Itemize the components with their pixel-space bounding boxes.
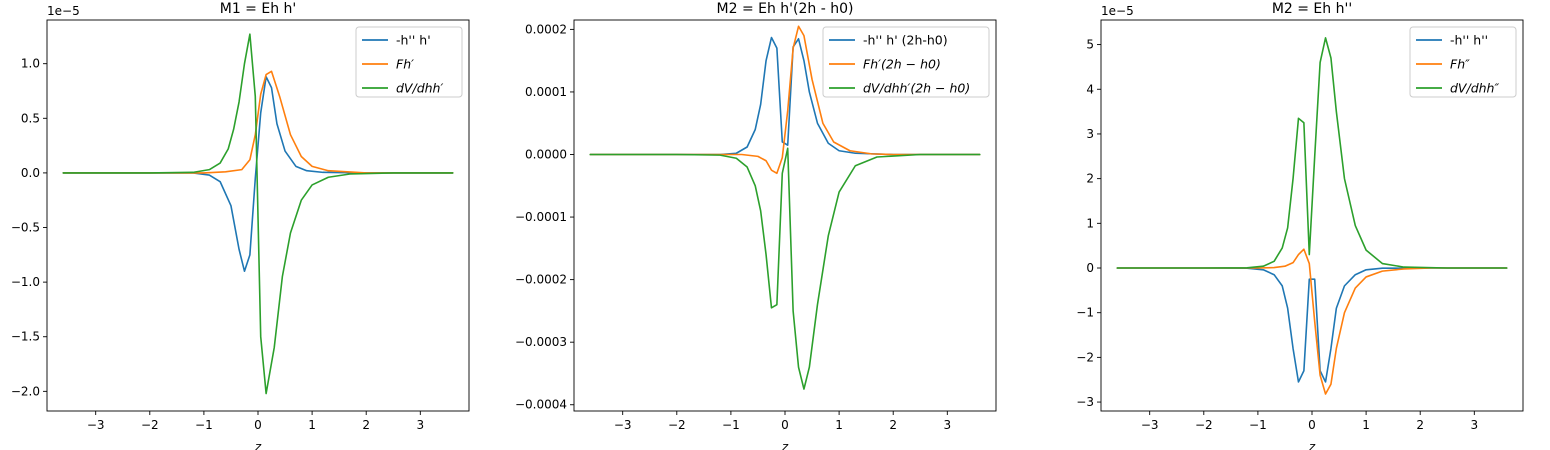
x-tick-label: −1: [722, 418, 740, 432]
x-tick-label: 0: [781, 418, 789, 432]
series-line-1: [62, 75, 454, 273]
subplot-1: −3 −2 −1 0 1 2 3 −2.0 −1.5 −1.0 −0.5 0.0 0.5 1.0 M1 = …: [11, 1, 470, 450]
y-tick-label: 0: [1086, 261, 1094, 275]
y-tick-label: 0.0002: [525, 22, 567, 36]
x-tick-label: −2: [141, 418, 159, 432]
x-tick-label: −2: [1195, 418, 1213, 432]
y-tick-label: 3: [1086, 127, 1094, 141]
legend: -h'' h' (2h-h0) Fh′(2h − h0) dV/dhh′(2h − …: [822, 26, 990, 98]
x-tick-label: 3: [1470, 418, 1478, 432]
x-tick-label: 2: [889, 418, 897, 432]
y-tick-label: −2: [1076, 350, 1094, 364]
x-axis: −3 −2 −1 0 1 2 3: [614, 411, 951, 432]
legend: -h'' h'' Fh″ dV/dhh″: [1409, 26, 1517, 98]
x-axis: −3 −2 −1 0 1 2 3: [87, 411, 424, 432]
x-tick-label: 0: [254, 418, 262, 432]
y-tick-label: 0.0000: [525, 148, 567, 162]
y-axis: −0.0004 −0.0003 −0.0002 −0.0001 0.0000 0.0001…: [515, 22, 574, 412]
x-tick-label: −1: [1249, 418, 1267, 432]
x-tick-label: 1: [1362, 418, 1370, 432]
y-tick-label: −0.0004: [515, 398, 567, 412]
x-tick-label: 2: [362, 418, 370, 432]
subplot-3: −3 −2 −1 0 1 2 3 −3 −2 −1 0 1 2 3 4 5 M2 = Eh h'' z 1e−5 -h…: [1076, 1, 1524, 450]
legend-box: [822, 26, 990, 98]
y-tick-label: 0.0001: [525, 85, 567, 99]
y-tick-label: 0.5: [21, 111, 40, 125]
chart-title: M2 = Eh h'(2h - h0): [717, 1, 854, 17]
x-tick-label: 0: [1308, 418, 1316, 432]
y-offset-label: 1e−5: [1101, 4, 1134, 18]
y-tick-label: −1.5: [11, 330, 40, 344]
y-tick-label: −0.5: [11, 221, 40, 235]
series-line-3: [589, 147, 981, 390]
chart-title: M2 = Eh h'': [1272, 1, 1352, 17]
legend-box: [355, 26, 463, 98]
legend-label-2: Fh′(2h − h0): [863, 57, 941, 72]
y-tick-label: 0.0: [21, 166, 40, 180]
series-lines: [62, 33, 454, 395]
series-line-1: [1116, 267, 1508, 383]
y-tick-label: −0.0003: [515, 335, 567, 349]
y-tick-label: −0.0002: [515, 273, 567, 287]
chart-title: M1 = Eh h': [220, 1, 297, 17]
y-tick-label: −3: [1076, 395, 1094, 409]
legend: -h'' h' Fh′ dV/dhh′: [355, 26, 463, 98]
legend-label-3: dV/dhh′: [396, 81, 443, 96]
legend-label-1: -h'' h': [396, 33, 431, 48]
x-tick-label: −1: [195, 418, 213, 432]
legend-label-2: Fh″: [1450, 57, 1470, 72]
legend-label-3: dV/dhh″: [1450, 81, 1499, 96]
series-lines: [589, 25, 981, 390]
series-line-3: [1116, 37, 1508, 269]
series-lines: [1116, 37, 1508, 395]
series-line-2: [1116, 248, 1508, 395]
legend-box: [1409, 26, 1517, 98]
series-line-2: [62, 70, 454, 174]
legend-label-2: Fh′: [396, 57, 414, 72]
y-tick-label: −1: [1076, 306, 1094, 320]
y-axis: −3 −2 −1 0 1 2 3 4 5: [1076, 38, 1101, 409]
series-line-1: [589, 36, 981, 156]
x-tick-label: 3: [416, 418, 424, 432]
legend-label-1: -h'' h'': [1450, 33, 1488, 48]
x-axis-label: z: [254, 440, 262, 450]
y-tick-label: 1: [1086, 216, 1094, 230]
x-tick-label: 3: [943, 418, 951, 432]
x-axis-label: z: [1308, 440, 1316, 450]
y-tick-label: 4: [1086, 82, 1094, 96]
y-tick-label: 2: [1086, 172, 1094, 186]
x-tick-label: −2: [668, 418, 686, 432]
x-tick-label: 2: [1416, 418, 1424, 432]
legend-label-1: -h'' h' (2h-h0): [863, 33, 948, 48]
y-tick-label: −2.0: [11, 384, 40, 398]
x-tick-label: −3: [614, 418, 632, 432]
y-tick-label: −0.0001: [515, 210, 567, 224]
series-line-2: [589, 25, 981, 175]
x-tick-label: 1: [835, 418, 843, 432]
series-line-3: [62, 33, 454, 395]
y-tick-label: −1.0: [11, 275, 40, 289]
y-axis: −2.0 −1.5 −1.0 −0.5 0.0 0.5 1.0: [11, 57, 47, 398]
legend-label-3: dV/dhh′(2h − h0): [863, 81, 970, 96]
y-offset-label: 1e−5: [47, 4, 80, 18]
x-axis: −3 −2 −1 0 1 2 3: [1141, 411, 1478, 432]
x-axis-label: z: [781, 440, 789, 450]
y-tick-label: 1.0: [21, 57, 40, 71]
x-tick-label: −3: [1141, 418, 1159, 432]
x-tick-label: 1: [308, 418, 316, 432]
y-tick-label: 5: [1086, 38, 1094, 52]
subplot-2: −3 −2 −1 0 1 2 3 −0.0004 −0.0003 −0.0002 −0.0001 0.…: [515, 1, 997, 450]
x-tick-label: −3: [87, 418, 105, 432]
